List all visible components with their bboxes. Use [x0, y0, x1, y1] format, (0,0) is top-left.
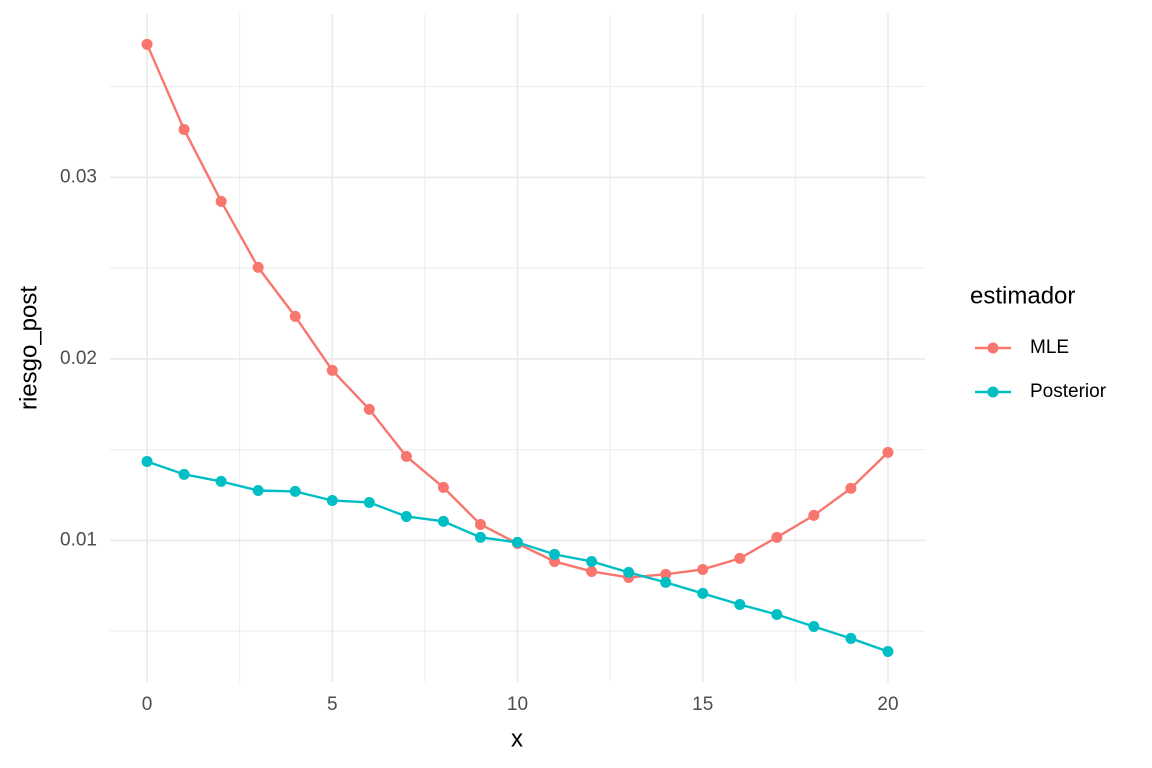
point [400, 450, 412, 462]
point [326, 364, 338, 376]
point [289, 485, 301, 497]
point [252, 261, 264, 273]
y-tick-label: 0.02 [60, 348, 97, 369]
point [437, 515, 449, 527]
point [474, 518, 486, 530]
point [474, 531, 486, 543]
point [734, 598, 746, 610]
legend-title: estimador [970, 282, 1075, 309]
point [697, 587, 709, 599]
point [660, 568, 672, 580]
point [400, 510, 412, 522]
point [808, 509, 820, 521]
point [845, 482, 857, 494]
point [623, 566, 635, 578]
point [882, 446, 894, 458]
point [697, 563, 709, 575]
point [660, 576, 672, 588]
point [549, 548, 561, 560]
point [845, 632, 857, 644]
x-axis-title: x [511, 725, 523, 752]
point [882, 646, 894, 658]
x-tick-label: 10 [507, 694, 528, 715]
point [771, 608, 783, 620]
point [808, 620, 820, 632]
point [252, 484, 264, 496]
point [771, 531, 783, 543]
y-tick-label: 0.01 [60, 529, 97, 550]
point [363, 496, 375, 508]
point [586, 565, 598, 577]
point [512, 536, 523, 548]
x-tick-label: 15 [692, 694, 713, 715]
legend-label: Posterior [1030, 381, 1107, 402]
point [289, 310, 301, 322]
x-tick-label: 20 [877, 694, 898, 715]
y-tick-label: 0.03 [60, 166, 97, 187]
point [437, 481, 449, 493]
point [326, 494, 338, 506]
legend-key-point [987, 342, 999, 354]
point [363, 403, 375, 415]
legend-label: MLE [1030, 337, 1069, 358]
point [215, 475, 227, 487]
point [586, 555, 598, 567]
point [178, 123, 190, 135]
point [141, 455, 153, 467]
x-tick-label: 0 [142, 694, 153, 715]
legend-key-point [987, 386, 999, 398]
point [178, 468, 190, 480]
x-tick-label: 5 [327, 694, 338, 715]
y-axis-title: riesgo_post [15, 286, 42, 410]
point [215, 195, 227, 207]
point [141, 38, 153, 50]
point [734, 552, 746, 564]
